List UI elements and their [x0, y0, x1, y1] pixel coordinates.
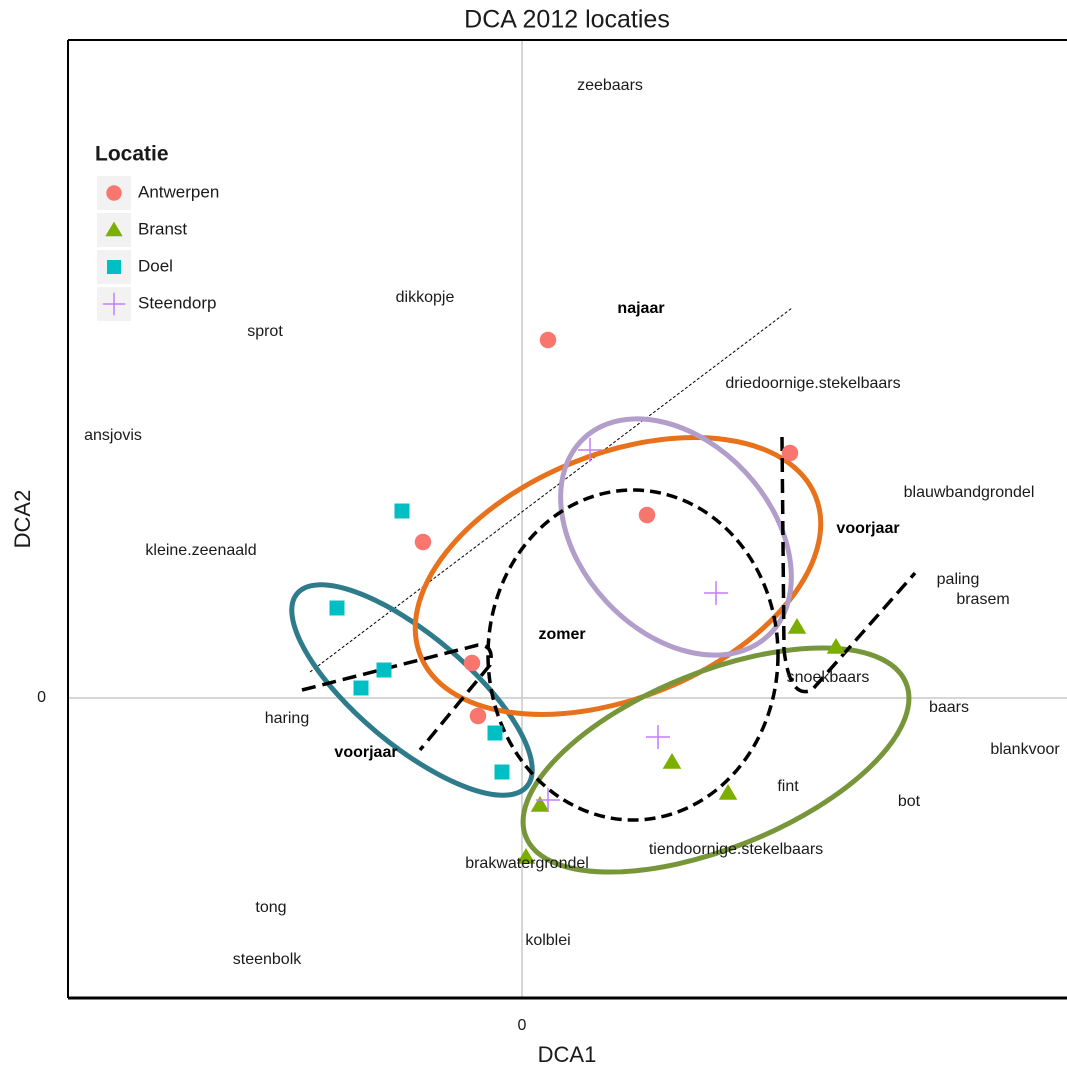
legend-label: Branst: [138, 219, 187, 238]
point: [646, 725, 670, 749]
x-axis-label: DCA1: [538, 1042, 597, 1067]
legend-label: Doel: [138, 256, 173, 275]
legend-marker: [105, 221, 123, 237]
ellipse-steendorp: [558, 416, 794, 658]
divider-line: [309, 307, 793, 673]
point: [469, 707, 487, 725]
point: [463, 654, 481, 672]
species-label: tong: [255, 899, 286, 916]
legend-marker: [107, 260, 121, 274]
point: [329, 600, 345, 616]
plot-panel: [68, 40, 1067, 998]
dashed-boundary: [301, 643, 493, 752]
species-label: ansjovis: [84, 427, 142, 444]
point: [536, 788, 560, 812]
ellipse-branst: [520, 645, 912, 875]
point: [539, 331, 557, 349]
y-axis-label: DCA2: [10, 490, 35, 549]
species-label: dikkopje: [396, 289, 455, 306]
annotation: najaar: [617, 300, 664, 317]
species-label: paling: [937, 571, 980, 588]
species-label: bot: [898, 793, 921, 810]
species-label: steenbolk: [233, 951, 302, 968]
point: [414, 533, 432, 551]
annotation: voorjaar: [334, 744, 397, 761]
legend-marker: [106, 185, 122, 201]
legend-marker: [102, 292, 126, 316]
marks: [329, 331, 846, 864]
point: [781, 444, 799, 462]
legend-title: Locatie: [95, 143, 169, 166]
legend-label: Antwerpen: [138, 182, 219, 201]
species-label: kleine.zeenaald: [145, 542, 256, 559]
point: [718, 784, 738, 800]
grid: 00: [37, 40, 1067, 1034]
point: [394, 503, 410, 519]
species-label: driedoornige.stekelbaars: [725, 375, 900, 392]
ellipse-zomer: [486, 488, 780, 822]
species-label: fint: [777, 778, 799, 795]
x-tick-label: 0: [518, 1017, 527, 1034]
point: [530, 796, 550, 812]
species-label: snoekbaars: [787, 669, 870, 686]
annotation: zomer: [538, 626, 585, 643]
point: [494, 764, 510, 780]
point: [578, 438, 602, 462]
point: [376, 662, 392, 678]
species-label: blankvoor: [990, 741, 1060, 758]
species-label: blauwbandgrondel: [904, 484, 1035, 501]
species-label: tiendoornige.stekelbaars: [649, 841, 823, 858]
species-label: zeebaars: [577, 77, 643, 94]
species-label: kolblei: [525, 932, 570, 949]
legend: Locatie Antwerpen Branst Doel Steendorp: [95, 143, 219, 321]
point: [638, 506, 656, 524]
chart-title: DCA 2012 locaties: [464, 6, 670, 34]
species-label: baars: [929, 699, 969, 716]
point: [787, 618, 807, 634]
species-labels: zeebaars dikkopje sprot driedoornige.stekel…: [84, 77, 1060, 968]
point: [826, 638, 846, 654]
species-label: haring: [265, 710, 309, 727]
point: [516, 848, 536, 864]
point: [487, 725, 503, 741]
annotation: voorjaar: [836, 520, 899, 537]
ellipse-doel: [289, 582, 535, 798]
point: [353, 680, 369, 696]
species-label: brakwatergrondel: [465, 855, 589, 872]
point: [704, 581, 728, 605]
dashed-boundary: [780, 436, 917, 694]
species-label: sprot: [247, 323, 283, 340]
legend-label: Steendorp: [138, 293, 216, 312]
species-label: brasem: [956, 591, 1009, 608]
point: [662, 753, 682, 769]
overlay: [289, 307, 917, 875]
y-tick-label: 0: [37, 689, 46, 706]
